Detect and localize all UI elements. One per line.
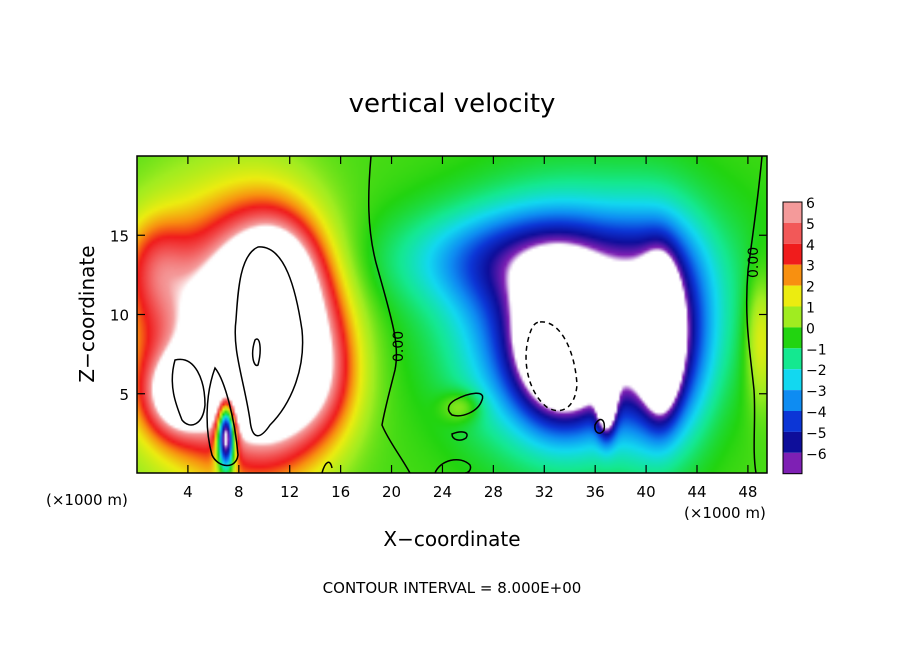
- y-axis: 5 10 15: [110, 227, 767, 404]
- x-tick-label: 32: [535, 483, 554, 501]
- small-contour-d: [434, 458, 472, 473]
- y-axis-label: Z−coordinate: [75, 245, 99, 382]
- x-tick-label: 12: [280, 483, 299, 501]
- downdraft-contour: [206, 366, 239, 467]
- colorbar-label: −3: [806, 384, 827, 400]
- small-contour-e: [321, 461, 333, 473]
- colorbar-label: −2: [806, 363, 827, 379]
- y-tick-label: 10: [110, 307, 129, 325]
- colorbar-label: −6: [806, 447, 827, 463]
- x-tick-label: 8: [234, 483, 244, 501]
- colorbar-label: 3: [806, 259, 815, 275]
- x-unit-left: (×1000 m): [46, 491, 128, 509]
- updraft-contour-small: [171, 358, 206, 426]
- x-tick-label: 16: [331, 483, 350, 501]
- colorbar: 6 5 4 3 2 1 0 −1 −2 −3 −4 −5 −6: [782, 196, 827, 475]
- downdraft-contour-dashed: [525, 321, 578, 412]
- colorbar-label: 4: [806, 238, 815, 254]
- contour-label-right: 0.00: [746, 247, 762, 278]
- colorbar-label: −4: [806, 405, 827, 421]
- x-axis-label: X−coordinate: [383, 527, 520, 551]
- contour-lines: [171, 156, 763, 473]
- colorbar-swatch: [783, 285, 802, 307]
- colorbar-label: −5: [806, 426, 827, 442]
- updraft-contour-inner: [251, 338, 261, 367]
- colorbar-label: 2: [806, 280, 815, 296]
- x-tick-label: 44: [687, 483, 706, 501]
- colorbar-swatch: [783, 243, 802, 265]
- small-contour-a: [447, 392, 484, 417]
- chart-title: vertical velocity: [349, 89, 556, 119]
- colorbar-swatch: [783, 390, 802, 411]
- x-tick-label: 20: [382, 483, 401, 501]
- colorbar-label: −1: [806, 342, 827, 358]
- colorbar-swatch: [783, 348, 802, 370]
- velocity-field: [137, 156, 767, 473]
- colorbar-swatch: [783, 222, 802, 244]
- colorbar-swatch: [783, 202, 802, 223]
- colorbar-label: 5: [806, 217, 815, 233]
- colorbar-frame: [782, 201, 803, 475]
- small-contour-b: [451, 431, 468, 441]
- contour-label-left: 0.00: [391, 331, 407, 362]
- colorbar-swatch: [783, 411, 802, 432]
- zero-contour-left: [367, 156, 411, 473]
- x-unit-right: (×1000 m): [684, 504, 766, 522]
- zero-contour-right: [745, 156, 763, 473]
- x-tick-label: 4: [183, 483, 193, 501]
- colorbar-label: 6: [806, 196, 815, 212]
- colorbar-label: 1: [806, 301, 815, 317]
- contour-interval-note: CONTOUR INTERVAL = 8.000E+00: [323, 579, 582, 597]
- x-tick-label: 40: [637, 483, 656, 501]
- x-tick-label: 24: [433, 483, 452, 501]
- colorbar-swatch: [783, 327, 802, 349]
- small-contour-c: [594, 418, 606, 434]
- colorbar-swatch: [783, 369, 802, 391]
- y-tick-label: 15: [110, 227, 129, 245]
- colorbar-swatch: [783, 306, 802, 328]
- x-tick-label: 28: [484, 483, 503, 501]
- updraft-contour: [234, 246, 304, 437]
- colorbar-swatch: [783, 452, 802, 474]
- x-tick-label: 48: [738, 483, 757, 501]
- colorbar-swatch: [783, 431, 802, 453]
- x-tick-label: 36: [586, 483, 605, 501]
- colorbar-swatch: [783, 264, 802, 286]
- y-tick-label: 5: [119, 386, 129, 404]
- colorbar-label: 0: [806, 321, 815, 337]
- x-axis: 4 8 12 16 20 24 28 32 36 40 44 48: [183, 156, 757, 501]
